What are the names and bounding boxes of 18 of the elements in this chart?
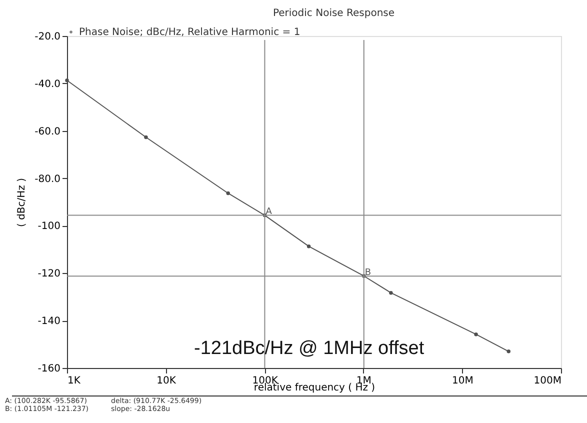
y-tick-label: -80.0 [34, 174, 60, 185]
annotation: B [364, 268, 372, 278]
y-tick-label: -60.0 [34, 126, 60, 138]
x-tick-label: 1K [68, 376, 81, 386]
y-tick-label: -40.0 [34, 78, 60, 90]
y-tick-label: -120 [38, 268, 60, 280]
y-axis-title: ( dBc/Hz ) [16, 178, 28, 228]
chart-title: Periodic Noise Response [272, 8, 395, 19]
annotation: A [266, 207, 273, 218]
x-tick-label: 100M [534, 376, 562, 386]
annotation: -121dBc/Hz @ 1MHz offset [194, 338, 425, 359]
text: Phase Noise; dBc/Hz, Relative Harmonic = 1 [79, 27, 300, 38]
x-tick-label: 10K [156, 376, 176, 386]
x-tick-label: 10M [452, 376, 474, 386]
y-tick-label: -160 [38, 364, 60, 374]
y-tick-label: -100 [38, 221, 60, 232]
y-tick-label: -140 [38, 316, 60, 328]
y-tick-label: -20.0 [34, 32, 60, 42]
